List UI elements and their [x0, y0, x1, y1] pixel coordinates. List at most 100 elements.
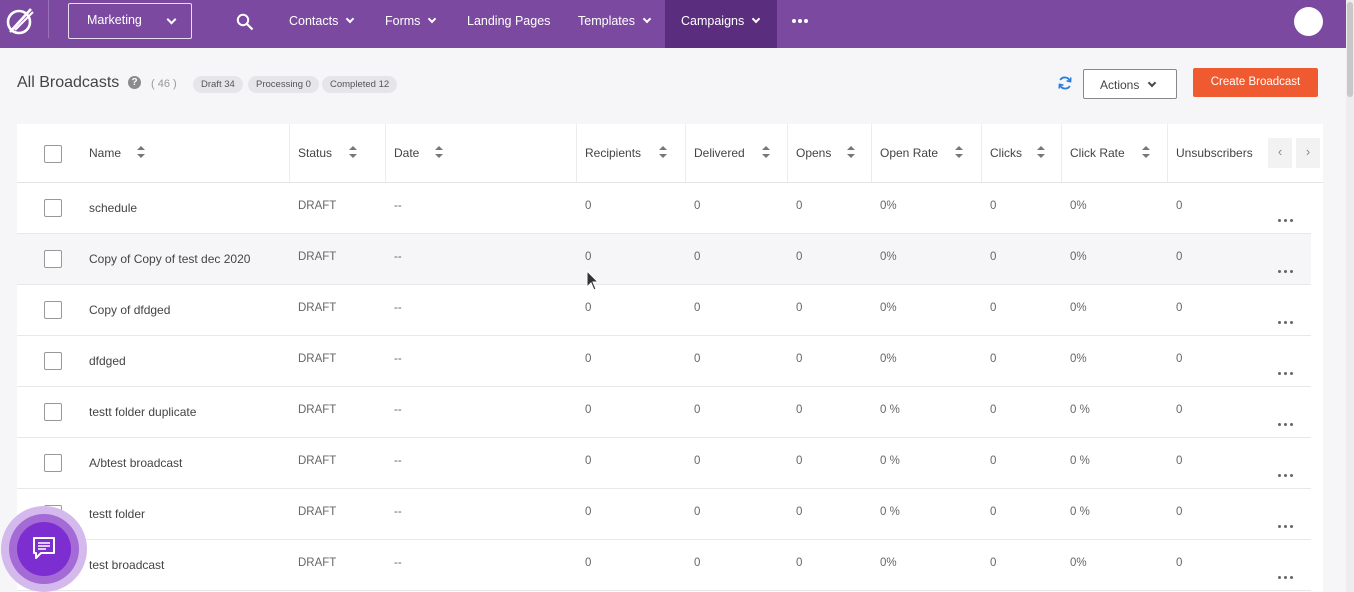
more-horizontal-icon[interactable] — [792, 19, 808, 25]
column-opens[interactable]: Opens — [796, 124, 831, 182]
cell-name[interactable]: A/btest broadcast — [89, 456, 183, 470]
column-divider — [787, 124, 788, 182]
table-row[interactable]: dfdged DRAFT -- 0 0 0 0% 0 0% 0 — [17, 336, 1311, 387]
nav-forms[interactable]: Forms — [385, 0, 437, 48]
cell-name[interactable]: Copy of Copy of test dec 2020 — [89, 252, 251, 266]
chevron-down-icon — [642, 14, 652, 24]
filter-pill-draft[interactable]: Draft 34 — [193, 76, 243, 93]
cell-name[interactable]: schedule — [89, 201, 138, 215]
row-checkbox[interactable] — [44, 301, 62, 319]
table-row[interactable]: test broadcast DRAFT -- 0 0 0 0% 0 0% 0 — [17, 540, 1311, 591]
row-checkbox[interactable] — [44, 250, 62, 268]
cell-opens: 0 — [796, 302, 803, 314]
help-icon[interactable]: ? — [128, 76, 141, 89]
column-recipients[interactable]: Recipients — [585, 124, 641, 182]
actions-button[interactable]: Actions — [1083, 69, 1177, 99]
sort-icon[interactable] — [435, 145, 443, 159]
nav-templates[interactable]: Templates — [578, 0, 652, 48]
sort-icon[interactable] — [137, 145, 145, 159]
nav-templates-label: Templates — [578, 14, 635, 28]
column-open-rate-label: Open Rate — [880, 146, 939, 160]
refresh-icon[interactable] — [1057, 75, 1073, 91]
row-checkbox[interactable] — [44, 403, 62, 421]
column-status[interactable]: Status — [298, 124, 332, 182]
column-status-label: Status — [298, 146, 333, 160]
chat-launcher[interactable] — [1, 506, 87, 592]
sort-icon[interactable] — [762, 145, 770, 159]
cell-status: DRAFT — [298, 557, 337, 569]
nav-campaigns[interactable]: Campaigns — [665, 0, 777, 48]
nav-landing-pages[interactable]: Landing Pages — [467, 0, 550, 48]
cell-unsubscribers: 0 — [1176, 404, 1183, 416]
column-opens-label: Opens — [796, 146, 832, 160]
row-more-icon[interactable] — [1278, 474, 1293, 478]
row-more-icon[interactable] — [1278, 270, 1293, 274]
table-row[interactable]: Copy of dfdged DRAFT -- 0 0 0 0% 0 0% 0 — [17, 285, 1311, 336]
cell-opens: 0 — [796, 404, 803, 416]
cell-click-rate: 0% — [1070, 302, 1087, 314]
sort-icon[interactable] — [955, 145, 963, 159]
row-more-icon[interactable] — [1278, 423, 1293, 427]
column-unsubscribers[interactable]: Unsubscribers — [1176, 124, 1253, 182]
cell-delivered: 0 — [694, 302, 701, 314]
brand-logo-icon[interactable] — [4, 6, 36, 36]
cell-clicks: 0 — [990, 353, 997, 365]
cell-recipients: 0 — [585, 404, 592, 416]
row-more-icon[interactable] — [1278, 525, 1293, 529]
column-delivered[interactable]: Delivered — [694, 124, 745, 182]
sort-icon[interactable] — [847, 145, 855, 159]
avatar[interactable] — [1294, 7, 1323, 36]
column-clicks[interactable]: Clicks — [990, 124, 1022, 182]
table-row[interactable]: Copy of Copy of test dec 2020 DRAFT -- 0 0 0 0… — [17, 234, 1311, 285]
sort-icon[interactable] — [1142, 145, 1150, 159]
filter-pill-processing[interactable]: Processing 0 — [248, 76, 319, 93]
cell-unsubscribers: 0 — [1176, 251, 1183, 263]
row-more-icon[interactable] — [1278, 219, 1293, 223]
row-more-icon[interactable] — [1278, 321, 1293, 325]
nav-contacts[interactable]: Contacts — [289, 0, 355, 48]
row-checkbox[interactable] — [44, 199, 62, 217]
mouse-cursor-icon — [586, 270, 600, 291]
cell-delivered: 0 — [694, 404, 701, 416]
column-click-rate[interactable]: Click Rate — [1070, 124, 1125, 182]
column-date[interactable]: Date — [394, 124, 419, 182]
cell-delivered: 0 — [694, 353, 701, 365]
cell-name[interactable]: dfdged — [89, 354, 126, 368]
table-row[interactable]: testt folder DRAFT -- 0 0 0 0 % 0 0 % 0 — [17, 489, 1311, 540]
scroll-left-button[interactable]: ‹ — [1268, 138, 1292, 168]
search-icon[interactable] — [236, 13, 254, 31]
cell-status: DRAFT — [298, 353, 337, 365]
row-more-icon[interactable] — [1278, 576, 1293, 580]
cell-name[interactable]: testt folder — [89, 507, 146, 521]
row-checkbox[interactable] — [44, 454, 62, 472]
broadcast-count: ( 46 ) — [151, 78, 177, 90]
sort-icon[interactable] — [1037, 145, 1045, 159]
row-more-icon[interactable] — [1278, 372, 1293, 376]
scroll-right-button[interactable]: › — [1296, 138, 1320, 168]
sort-icon[interactable] — [349, 145, 357, 159]
cell-opens: 0 — [796, 353, 803, 365]
cell-name[interactable]: testt folder duplicate — [89, 405, 197, 419]
create-broadcast-button[interactable]: Create Broadcast — [1193, 68, 1318, 97]
cell-opens: 0 — [796, 200, 803, 212]
vertical-scrollbar[interactable] — [1346, 0, 1354, 592]
row-checkbox[interactable] — [44, 352, 62, 370]
cell-click-rate: 0% — [1070, 353, 1087, 365]
scrollbar-thumb[interactable] — [1347, 2, 1353, 97]
table-row[interactable]: A/btest broadcast DRAFT -- 0 0 0 0 % 0 0 % 0 — [17, 438, 1311, 489]
table-row[interactable]: schedule DRAFT -- 0 0 0 0% 0 0% 0 — [17, 183, 1311, 234]
cell-name[interactable]: Copy of dfdged — [89, 303, 171, 317]
workspace-select[interactable]: Marketing — [68, 3, 192, 39]
column-open-rate[interactable]: Open Rate — [880, 124, 938, 182]
table-row[interactable]: testt folder duplicate DRAFT -- 0 0 0 0 % 0 0 % 0 — [17, 387, 1311, 438]
select-all-checkbox[interactable] — [44, 145, 62, 163]
cell-recipients: 0 — [585, 506, 592, 518]
cell-status: DRAFT — [298, 404, 337, 416]
column-name[interactable]: Name — [89, 124, 121, 182]
sort-icon[interactable] — [659, 145, 667, 159]
column-unsubscribers-label: Unsubscribers — [1176, 146, 1253, 160]
cell-name[interactable]: test broadcast — [89, 558, 165, 572]
cell-unsubscribers: 0 — [1176, 200, 1183, 212]
filter-pill-completed[interactable]: Completed 12 — [322, 76, 398, 93]
cell-click-rate: 0 % — [1070, 506, 1090, 518]
